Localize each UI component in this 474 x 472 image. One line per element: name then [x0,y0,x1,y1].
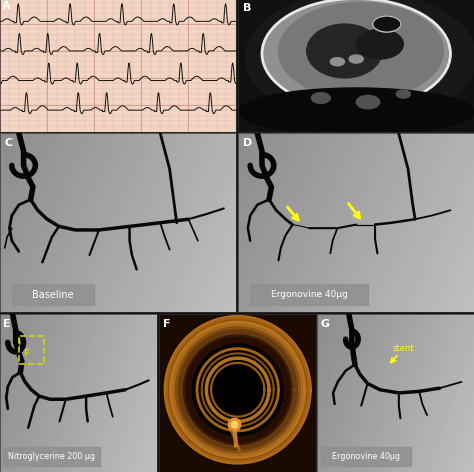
Text: A: A [2,1,11,11]
Ellipse shape [246,0,474,124]
Text: Ergonovine 40μg: Ergonovine 40μg [332,452,400,461]
Circle shape [192,344,283,436]
Bar [320,447,411,466]
Circle shape [231,421,237,428]
Bar [3,447,100,466]
Ellipse shape [238,88,474,135]
Circle shape [349,55,363,63]
Circle shape [373,16,401,32]
Ellipse shape [307,24,382,78]
Circle shape [311,93,330,103]
Bar [250,284,368,305]
Circle shape [228,418,241,431]
Text: E: E [3,319,11,329]
Circle shape [396,90,410,98]
Text: G: G [320,319,330,329]
Text: Baseline: Baseline [32,289,74,300]
Text: F: F [163,319,170,329]
Text: F: F [24,349,30,358]
Text: D: D [243,138,252,149]
Bar [12,284,94,305]
Text: Ergonovine 40μg: Ergonovine 40μg [271,290,347,299]
Text: B: B [243,2,252,13]
Circle shape [356,95,380,109]
Circle shape [330,58,345,66]
Ellipse shape [278,2,443,100]
Ellipse shape [356,29,403,59]
Ellipse shape [262,0,450,109]
Circle shape [214,366,261,413]
Text: C: C [5,138,13,149]
Text: stent: stent [393,344,414,353]
Text: Nitroglycerine 200 μg: Nitroglycerine 200 μg [8,452,95,461]
Bar [19,336,44,364]
